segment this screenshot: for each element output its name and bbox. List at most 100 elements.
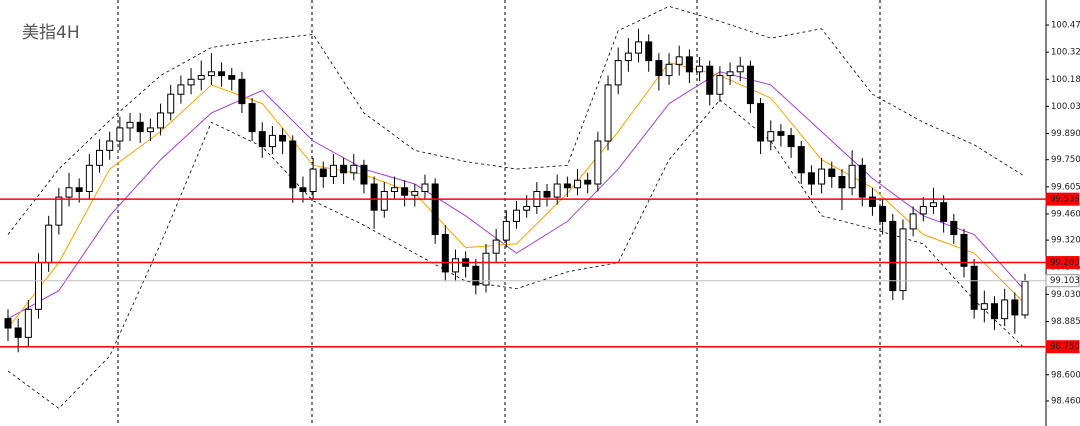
candle-body — [899, 228, 907, 292]
candle-body — [106, 140, 114, 151]
y-tick-label: 99.605 — [1051, 182, 1080, 192]
candle-body — [207, 71, 215, 77]
y-tick-label: 100.325 — [1051, 48, 1080, 58]
candle-body — [248, 103, 256, 133]
candle-body — [421, 183, 429, 192]
price-level-label: 99.200 — [1050, 258, 1080, 268]
candle-body — [472, 265, 480, 286]
candle-body — [807, 172, 815, 185]
candle-body — [970, 265, 978, 310]
candle-body — [563, 183, 571, 189]
candle-body — [879, 205, 887, 222]
candle-body — [167, 93, 175, 114]
chart-title: 美指4H — [22, 23, 80, 43]
candle-body — [24, 308, 32, 338]
y-tick-label: 98.460 — [1051, 396, 1080, 406]
candle-body — [624, 52, 632, 62]
candle-body — [360, 164, 368, 185]
y-tick-label: 99.890 — [1051, 129, 1080, 139]
time-separators — [117, 0, 881, 426]
candle-body — [116, 127, 124, 142]
candle-body — [197, 75, 205, 80]
y-tick-label: 100.180 — [1051, 75, 1080, 85]
candle-body — [594, 140, 602, 185]
candle-body — [329, 164, 337, 178]
candle-body — [177, 84, 185, 95]
candle-body — [716, 75, 724, 95]
y-tick-label: 99.750 — [1051, 155, 1080, 165]
candle-body — [258, 131, 266, 148]
candle-body — [268, 134, 276, 148]
candle-body — [55, 196, 63, 226]
candle-body — [990, 303, 998, 320]
band-line — [7, 5, 1026, 235]
candle-body — [940, 202, 948, 222]
candle-body — [574, 179, 582, 189]
candle-body — [441, 234, 449, 273]
candle-body — [482, 252, 490, 286]
candle-body — [309, 168, 317, 192]
candle-body — [980, 303, 988, 310]
candle-body — [492, 239, 500, 254]
price-level-label: 99.103 — [1050, 276, 1080, 286]
y-tick-label: 100.470 — [1051, 21, 1080, 31]
candle-body — [757, 103, 765, 142]
candle-body — [187, 78, 195, 86]
candle-body — [675, 56, 683, 65]
candle-body — [157, 112, 165, 129]
candle-body — [645, 41, 653, 62]
candle-body — [909, 213, 917, 230]
candle-body — [929, 202, 937, 207]
candle-body — [706, 65, 714, 95]
candle-body — [380, 190, 388, 211]
candle-body — [726, 71, 734, 77]
candle-body — [818, 168, 826, 185]
candle-body — [685, 56, 693, 73]
candle-body — [431, 183, 439, 236]
average-line — [7, 71, 1026, 320]
candle-body — [523, 205, 531, 211]
candle-body — [238, 78, 246, 105]
y-tick-label: 98.600 — [1051, 370, 1080, 380]
candle-body — [513, 209, 520, 222]
candle-body — [279, 134, 287, 142]
candle-body — [767, 131, 775, 142]
candle-body — [370, 183, 378, 211]
y-tick-label: 100.035 — [1051, 102, 1080, 112]
band-line — [7, 99, 1026, 409]
candle-body — [797, 146, 805, 174]
candle-body — [584, 179, 592, 185]
candle-body — [960, 234, 968, 267]
candle-body — [777, 131, 785, 136]
candle-body — [553, 183, 561, 198]
candle-body — [451, 258, 459, 273]
candle-body — [604, 84, 612, 142]
candle-body — [390, 187, 398, 192]
y-tick-label: 98.885 — [1051, 317, 1080, 327]
candle-body — [1011, 299, 1019, 316]
price-level-tag — [1045, 340, 1080, 354]
candle-body — [1021, 280, 1029, 316]
candle-body — [401, 187, 409, 196]
candle-body — [218, 71, 226, 77]
candle-body — [889, 220, 897, 292]
y-tick-label: 99.030 — [1051, 290, 1080, 300]
y-tick-label: 99.460 — [1051, 209, 1080, 219]
candle-body — [228, 75, 236, 80]
candle-body — [858, 164, 866, 198]
candle-body — [635, 41, 643, 54]
candle-body — [614, 60, 622, 86]
candle-body — [950, 220, 958, 236]
candle-body — [146, 127, 154, 133]
price-level-label: 99.539 — [1050, 195, 1080, 205]
price-level-tag — [1045, 192, 1080, 206]
candle-body — [828, 168, 836, 178]
candle-body — [736, 65, 744, 73]
candle-body — [96, 149, 104, 166]
candle-body — [502, 220, 510, 241]
candle-body — [136, 121, 144, 133]
candle-body — [665, 63, 673, 77]
candle-body — [787, 134, 795, 148]
candle-body — [299, 187, 307, 192]
